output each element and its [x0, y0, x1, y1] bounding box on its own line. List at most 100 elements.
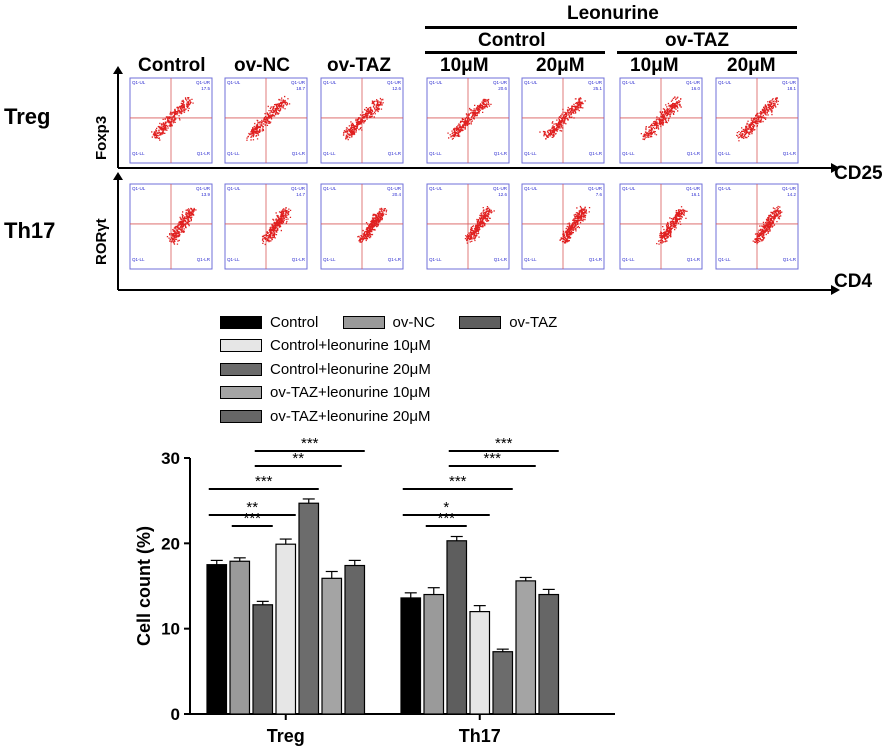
quadrant-label-ur: Q1-UR — [387, 186, 402, 191]
legend-swatch — [459, 316, 502, 329]
quadrant-label-lr: Q1-LR — [783, 257, 797, 262]
flow-dot-cloud — [640, 96, 682, 141]
legend-label: ov-TAZ — [509, 314, 558, 331]
x-axis-label-cd25: CD25 — [834, 163, 883, 184]
flow-dot-cloud — [246, 95, 291, 141]
quadrant-value-ur: 20.6 — [498, 86, 507, 91]
bar — [538, 593, 560, 715]
quadrant-value-ur: 13.9 — [201, 192, 210, 197]
group-header-ov-taz: ov-TAZ — [665, 30, 730, 51]
legend-label: ov-TAZ+leonurine 20μM — [270, 408, 431, 425]
quadrant-value-ur: 7.6 — [596, 192, 603, 197]
group-bracket-ov-taz — [617, 51, 797, 54]
bar — [400, 597, 422, 715]
flow-dot-cloud — [752, 205, 783, 245]
flow-dot-cloud — [736, 97, 779, 142]
quadrant-label-ul: Q1-UL — [227, 186, 241, 191]
x-axis-arrowhead — [831, 163, 840, 173]
quadrant-label-ur: Q1-UR — [686, 80, 701, 85]
col-header-20um-b: 20μM — [727, 55, 776, 76]
quadrant-label-ur: Q1-UR — [291, 186, 306, 191]
row-label-th17: Th17 — [4, 218, 56, 243]
bar — [423, 593, 445, 715]
legend-item-control-leo-10: Control+leonurine 10μM — [220, 337, 431, 354]
significance-label: *** — [449, 473, 467, 490]
quadrant-label-lr: Q1-LR — [292, 257, 306, 262]
quadrant-label-ul: Q1-UL — [323, 80, 337, 85]
quadrant-label-ll: Q1-LL — [132, 257, 145, 262]
leonurine-bracket — [425, 26, 797, 29]
group-bracket-control — [425, 51, 605, 54]
quadrant-label-ul: Q1-UL — [429, 80, 443, 85]
quadrant-label-ll: Q1-LL — [524, 257, 537, 262]
legend-label: Control — [270, 314, 319, 331]
y-axis-arrowhead — [113, 172, 123, 180]
bar — [275, 543, 297, 715]
flow-dot-cloud — [447, 98, 492, 140]
quadrant-label-ul: Q1-UL — [429, 186, 443, 191]
quadrant-label-ll: Q1-LL — [622, 151, 635, 156]
legend-item-ov-taz-leo-10: ov-TAZ+leonurine 10μM — [220, 384, 431, 401]
quadrant-label-ur: Q1-UR — [387, 80, 402, 85]
legend-swatch — [220, 386, 262, 399]
quadrant-label-lr: Q1-LR — [197, 151, 211, 156]
legend-item-ov-taz: ov-TAZ — [459, 314, 557, 331]
y-tick-label: 0 — [171, 705, 180, 724]
col-header-control: Control — [138, 55, 206, 76]
y-tick-label: 10 — [161, 620, 180, 639]
quadrant-label-ur: Q1-UR — [782, 186, 797, 191]
quadrant-label-lr: Q1-LR — [494, 151, 508, 156]
quadrant-label-ll: Q1-LL — [718, 151, 731, 156]
quadrant-label-ll: Q1-LL — [429, 151, 442, 156]
quadrant-label-ur: Q1-UR — [588, 186, 603, 191]
quadrant-value-ur: 20.4 — [392, 192, 401, 197]
bar — [344, 564, 366, 715]
legend-row-3: Control+leonurine 20μM — [220, 361, 451, 380]
legend-label: Control+leonurine 10μM — [270, 337, 431, 354]
quadrant-label-lr: Q1-LR — [783, 151, 797, 156]
col-header-20um-a: 20μM — [536, 55, 585, 76]
leonurine-header: Leonurine — [567, 3, 659, 24]
significance-label: *** — [301, 435, 319, 452]
quadrant-label-lr: Q1-LR — [197, 257, 211, 262]
quadrant-value-ur: 17.5 — [201, 86, 210, 91]
legend-swatch — [342, 316, 385, 329]
quadrant-label-ur: Q1-UR — [686, 186, 701, 191]
flow-dot-cloud — [539, 97, 586, 140]
legend-row-2: Control+leonurine 10μM — [220, 337, 451, 356]
legend-row-5: ov-TAZ+leonurine 20μM — [220, 408, 451, 427]
quadrant-value-ur: 12.6 — [498, 192, 507, 197]
legend-swatch — [220, 339, 262, 352]
bar — [321, 577, 343, 715]
legend-item-control: Control — [220, 314, 318, 331]
quadrant-label-lr: Q1-LR — [388, 257, 402, 262]
quadrant-label-ul: Q1-UL — [622, 80, 636, 85]
y-tick-label: 30 — [161, 449, 180, 468]
bar — [515, 580, 537, 715]
quadrant-label-ul: Q1-UL — [622, 186, 636, 191]
x-tick-label: Treg — [267, 726, 305, 746]
quadrant-label-ul: Q1-UL — [323, 186, 337, 191]
quadrant-label-ll: Q1-LL — [323, 151, 336, 156]
bar — [206, 564, 228, 715]
flow-dot-cloud — [342, 97, 384, 141]
legend-row-4: ov-TAZ+leonurine 10μM — [220, 384, 451, 403]
row-label-treg: Treg — [4, 104, 51, 129]
quadrant-label-ul: Q1-UL — [718, 186, 732, 191]
quadrant-label-ll: Q1-LL — [429, 257, 442, 262]
flow-dot-cloud — [464, 206, 495, 244]
quadrant-label-ur: Q1-UR — [196, 186, 211, 191]
legend-row-1: Control ov-NC ov-TAZ — [220, 314, 577, 333]
quadrant-label-ur: Q1-UR — [196, 80, 211, 85]
quadrant-label-lr: Q1-LR — [687, 151, 701, 156]
quadrant-value-ur: 18.7 — [296, 86, 305, 91]
significance-label: *** — [243, 510, 261, 527]
quadrant-value-ur: 12.6 — [392, 86, 401, 91]
flow-dot-cloud — [656, 206, 688, 245]
legend-swatch — [220, 410, 262, 423]
x-axis-label-cd4: CD4 — [834, 271, 873, 292]
significance-label: * — [443, 499, 449, 516]
quadrant-label-ll: Q1-LL — [524, 151, 537, 156]
significance-label: ** — [292, 450, 304, 467]
